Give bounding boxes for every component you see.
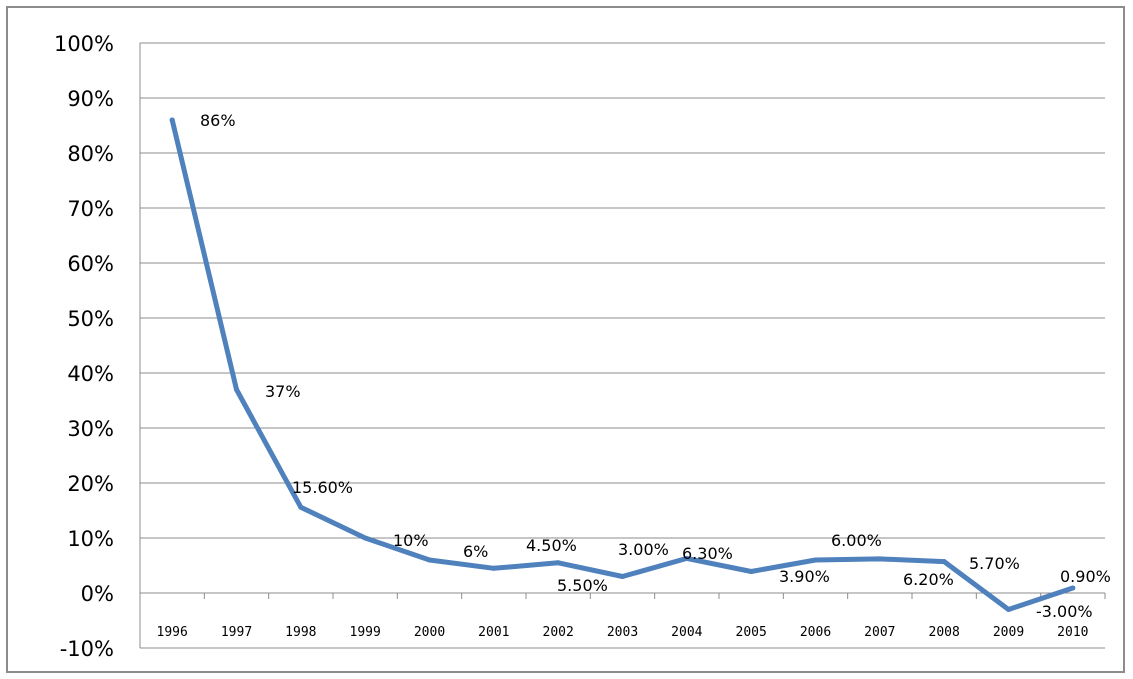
y-tick-label: 40% <box>67 362 114 386</box>
gridlines <box>139 42 1105 649</box>
data-point <box>877 556 883 562</box>
y-tick-label: 20% <box>67 472 114 496</box>
data-point <box>813 557 818 563</box>
y-tick-label: 100% <box>54 32 114 56</box>
data-label: 6% <box>463 542 488 561</box>
data-labels: 86% 37% 15.60% 10% 6% 4.50% 5.50% 3.00% 6.30% 3.9… <box>200 111 1111 621</box>
data-label: 6.00% <box>831 531 882 550</box>
data-label: 86% <box>200 111 236 130</box>
data-point <box>555 560 561 566</box>
data-point <box>1070 585 1076 591</box>
y-tick-label: 0% <box>81 582 114 606</box>
y-tick-label: 50% <box>67 307 114 331</box>
data-point <box>491 565 497 571</box>
x-tick-label: 1996 <box>157 625 188 640</box>
data-label: 5.50% <box>557 576 608 595</box>
y-tick-label: 10% <box>67 527 114 551</box>
y-axis-ticks: -10% 0% 10% 20% 30% 40% 50% 60% 70% 80% 90% 100% <box>54 32 114 661</box>
data-point <box>234 387 239 392</box>
data-point <box>941 559 947 565</box>
data-point <box>1006 607 1011 612</box>
data-label: 4.50% <box>526 536 577 555</box>
y-tick-label: 80% <box>67 142 114 166</box>
y-tick-label: -10% <box>60 637 114 661</box>
data-label: 10% <box>393 531 429 550</box>
x-tick-label: 1997 <box>221 625 252 640</box>
x-tick-label: 2002 <box>543 625 574 640</box>
data-label: 5.70% <box>969 554 1020 573</box>
x-tick-label: 1998 <box>285 625 316 640</box>
x-tick-label: 2007 <box>864 625 895 640</box>
data-label: 15.60% <box>292 478 353 497</box>
x-tick-label: 2008 <box>929 625 960 640</box>
data-label: 3.90% <box>779 567 830 586</box>
data-point <box>427 557 432 563</box>
series-polyline <box>169 117 1076 612</box>
x-tick-label: 2006 <box>800 625 831 640</box>
x-tick-label: 2005 <box>736 625 767 640</box>
x-tick-label: 2009 <box>993 625 1024 640</box>
data-point <box>362 535 368 541</box>
data-point <box>169 117 175 123</box>
series-line <box>169 117 1076 612</box>
data-point <box>748 569 754 575</box>
x-tick-label: 2001 <box>478 625 509 640</box>
data-point <box>298 504 304 510</box>
x-tick-label: 2000 <box>414 625 445 640</box>
data-label: 6.30% <box>682 544 733 563</box>
x-tick-label: 2010 <box>1057 625 1088 640</box>
y-tick-label: 30% <box>67 417 114 441</box>
y-tick-label: 70% <box>67 197 114 221</box>
x-tick-label: 2003 <box>607 625 638 640</box>
y-tick-label: 60% <box>67 252 114 276</box>
x-axis: 1996 1997 1998 1999 2000 2001 2002 2003 2004 2005… <box>139 592 1106 640</box>
data-label: 37% <box>265 382 301 401</box>
x-tick-label: 2004 <box>671 625 702 640</box>
data-label: 0.90% <box>1060 567 1111 586</box>
data-point <box>684 555 690 561</box>
x-tick-label: 1999 <box>350 625 381 640</box>
data-label: 3.00% <box>618 540 669 559</box>
data-label: 6.20% <box>903 570 954 589</box>
y-tick-label: 90% <box>67 87 114 111</box>
data-label: -3.00% <box>1036 602 1093 621</box>
data-point <box>620 574 625 579</box>
